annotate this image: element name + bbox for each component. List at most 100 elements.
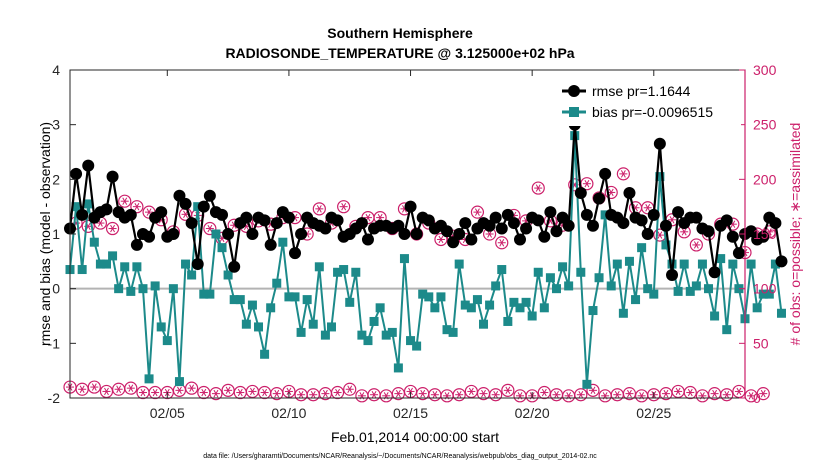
rmse-point xyxy=(501,208,514,221)
bias-point xyxy=(612,259,622,269)
bias-point xyxy=(126,286,136,296)
obs-point xyxy=(99,384,114,399)
y-tick-label: 4 xyxy=(52,62,60,78)
rmse-point xyxy=(130,238,143,251)
obs-assimilated-marker xyxy=(347,385,353,393)
obs-assimilated-marker xyxy=(207,224,213,233)
bias-point xyxy=(95,259,105,269)
rmse-point xyxy=(70,167,83,180)
y2-tick-label: 0 xyxy=(753,390,761,406)
bias-point xyxy=(217,243,227,253)
rmse-point xyxy=(556,211,569,224)
y-axis-label: rmse and bias (model - observation) xyxy=(37,122,53,346)
obs-assimilated-marker xyxy=(237,388,243,397)
bias-point xyxy=(278,237,288,247)
obs-assimilated-marker xyxy=(481,389,486,398)
bias-point xyxy=(71,202,81,212)
bias-point xyxy=(193,202,203,212)
rmse-point xyxy=(769,217,782,230)
obs-point xyxy=(616,167,630,181)
obs-point xyxy=(604,185,618,200)
rmse-point xyxy=(355,217,368,230)
obs-assimilated-marker xyxy=(335,388,341,397)
rmse-point xyxy=(240,211,253,224)
bias-point xyxy=(138,284,148,294)
bias-point xyxy=(442,325,452,335)
bias-point xyxy=(381,330,391,340)
rmse-point xyxy=(708,266,721,279)
bias-point xyxy=(515,303,525,313)
bias-point xyxy=(254,322,264,332)
rmse-point xyxy=(410,228,423,240)
obs-assimilated-marker xyxy=(474,208,480,216)
obs-assimilated-marker xyxy=(286,387,292,396)
bias-point xyxy=(181,259,191,269)
x-tick-label: 02/05 xyxy=(150,405,185,421)
bias-point xyxy=(308,319,318,329)
bias-point xyxy=(314,262,324,272)
rmse-point xyxy=(666,269,679,281)
obs-possible-marker xyxy=(525,389,539,403)
bias-point xyxy=(539,303,549,313)
obs-possible-marker xyxy=(756,387,770,401)
obs-possible-marker xyxy=(489,388,503,402)
rmse-point xyxy=(179,197,192,210)
rmse-point xyxy=(617,217,630,230)
obs-point xyxy=(330,385,345,400)
bias-point xyxy=(108,251,118,261)
obs-assimilated-marker xyxy=(316,205,322,213)
bias-point xyxy=(460,300,470,310)
rmse-point xyxy=(453,228,466,240)
obs-assimilated-marker xyxy=(541,388,547,397)
obs-assimilated-marker xyxy=(748,392,754,400)
bias-point xyxy=(704,284,714,294)
rmse-point xyxy=(404,200,417,213)
obs-assimilated-marker xyxy=(487,230,493,238)
bias-point xyxy=(114,284,124,294)
y2-axis-label: # of obs: o=possible; ∗=assimilated xyxy=(787,123,803,346)
bias-point xyxy=(697,259,707,269)
obs-assimilated-marker xyxy=(79,385,85,393)
rmse-point xyxy=(264,238,277,251)
bias-point xyxy=(369,316,379,326)
rmse-point xyxy=(757,230,770,243)
bias-point xyxy=(205,289,215,299)
rmse-point xyxy=(775,255,788,268)
obs-assimilated-marker xyxy=(110,224,116,233)
obs-possible-marker xyxy=(720,388,734,402)
obs-assimilated-marker xyxy=(499,239,505,247)
bias-point xyxy=(345,297,355,307)
rmse-point xyxy=(732,247,745,260)
obs-assimilated-marker xyxy=(146,208,152,216)
obs-point xyxy=(337,200,351,214)
bias-point xyxy=(363,336,373,346)
rmse-point xyxy=(459,217,472,230)
obs-point xyxy=(689,238,703,252)
rmse-point xyxy=(100,203,113,216)
obs-possible-marker xyxy=(574,388,588,402)
rmse-point xyxy=(295,228,308,240)
rmse-point xyxy=(532,214,545,227)
y2-tick-label: 200 xyxy=(753,171,777,187)
bias-point xyxy=(156,322,166,332)
obs-possible-marker xyxy=(203,221,217,236)
obs-assimilated-marker xyxy=(128,384,134,392)
obs-point xyxy=(452,388,466,402)
obs-assimilated-marker xyxy=(225,386,231,395)
bias-point xyxy=(497,265,507,275)
bias-point xyxy=(150,281,160,291)
obs-assimilated-marker xyxy=(456,391,462,399)
rmse-point xyxy=(447,236,460,249)
rmse-point xyxy=(544,206,557,219)
obs-assimilated-marker xyxy=(578,391,584,399)
obs-assimilated-marker xyxy=(420,389,426,398)
obs-assimilated-marker xyxy=(134,202,140,211)
bias-point xyxy=(430,303,440,313)
bias-point xyxy=(290,292,300,302)
obs-possible-marker xyxy=(105,221,120,236)
rmse-point xyxy=(599,167,612,180)
obs-assimilated-marker xyxy=(645,204,651,212)
bias-point xyxy=(722,325,732,335)
rmse-point xyxy=(562,219,575,232)
bias-point xyxy=(223,270,233,280)
